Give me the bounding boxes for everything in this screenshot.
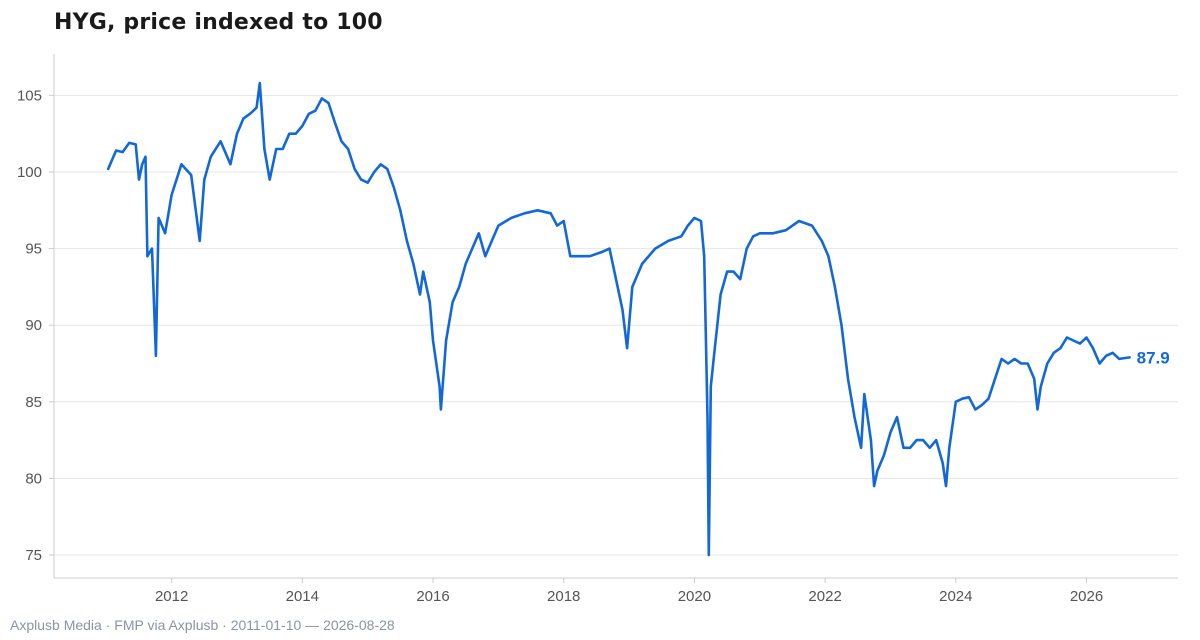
y-tick-label: 85 — [25, 394, 42, 411]
x-tick-label: 2024 — [939, 588, 972, 605]
y-tick-label: 90 — [25, 317, 42, 334]
x-tick-label: 2012 — [155, 588, 188, 605]
y-axis: 75 80 85 90 95 100 105 — [17, 87, 54, 564]
x-tick-label: 2022 — [808, 588, 841, 605]
x-axis: 2012 2014 2016 2018 2020 2022 2024 2026 — [155, 578, 1103, 605]
x-tick-label: 2020 — [678, 588, 711, 605]
source-footer: Axplusb Media · FMP via Axplusb · 2011-0… — [10, 617, 395, 633]
x-tick-label: 2018 — [547, 588, 580, 605]
end-value-label: 87.9 — [1137, 348, 1170, 367]
y-tick-label: 80 — [25, 470, 42, 487]
y-tick-label: 75 — [25, 547, 42, 564]
axes — [53, 54, 1178, 579]
x-tick-label: 2014 — [286, 588, 319, 605]
chart-title: HYG, price indexed to 100 — [54, 10, 383, 35]
series-line — [106, 81, 1131, 557]
x-tick-label: 2016 — [416, 588, 449, 605]
y-tick-label: 105 — [17, 87, 42, 104]
y-tick-label: 100 — [17, 164, 42, 181]
y-tick-label: 95 — [25, 241, 42, 258]
x-tick-label: 2026 — [1070, 588, 1103, 605]
y-gridlines — [54, 94, 1178, 556]
